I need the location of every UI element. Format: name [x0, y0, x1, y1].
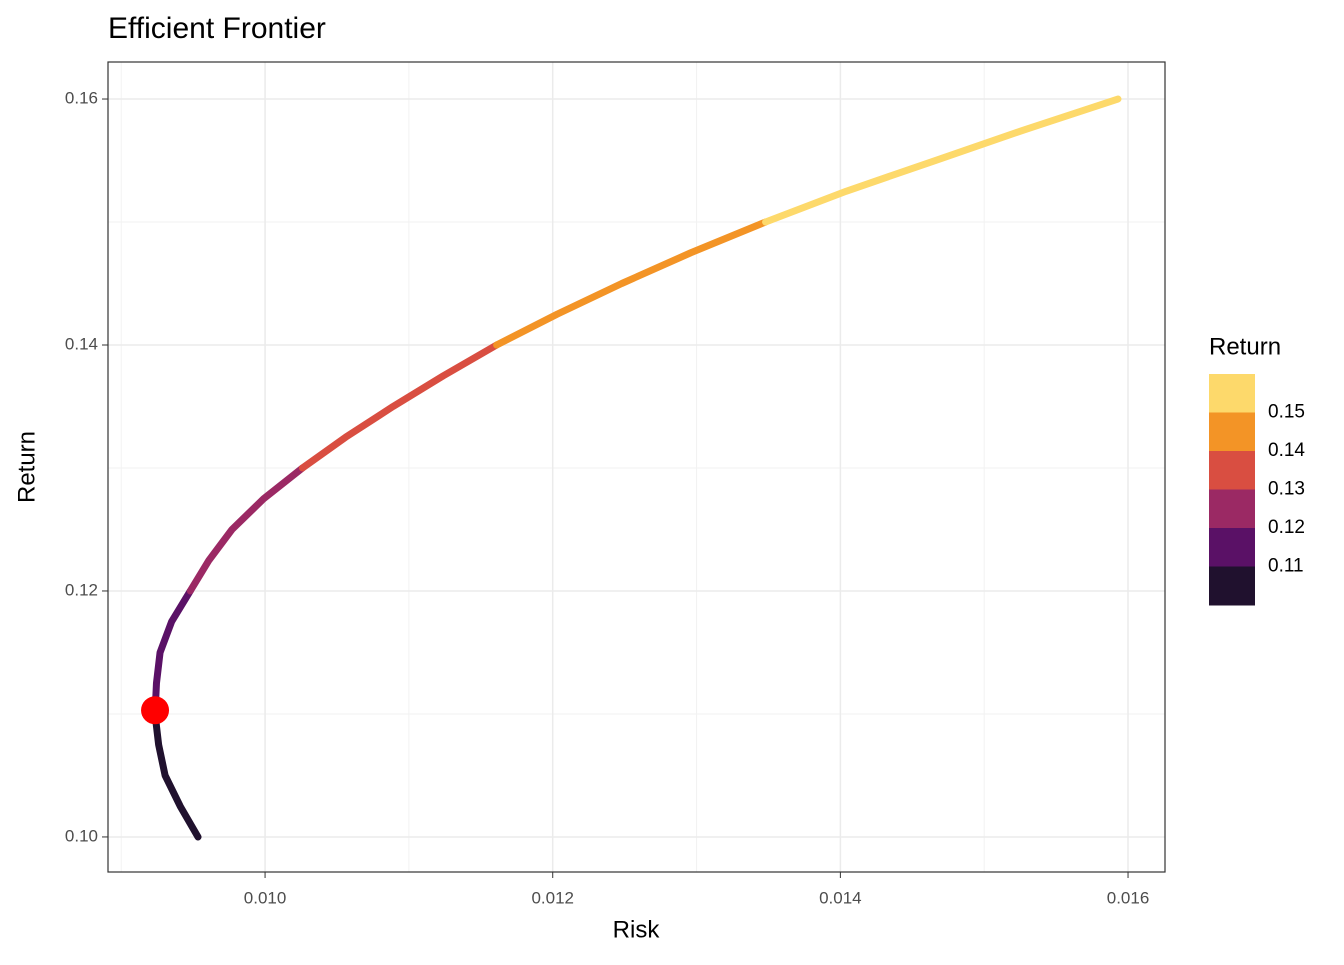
- frontier-line: [151, 587, 194, 718]
- y-tick-label: 0.10: [65, 826, 98, 845]
- min-variance-point: [141, 696, 170, 725]
- legend-label: 0.12: [1268, 517, 1305, 538]
- frontier-line: [151, 710, 202, 841]
- legend-key: [1209, 374, 1255, 413]
- y-tick-label: 0.16: [65, 89, 98, 108]
- y-axis-title: Return: [13, 431, 40, 503]
- x-tick-label: 0.014: [819, 888, 862, 907]
- y-tick-label: 0.14: [65, 334, 98, 353]
- plot-border: [107, 61, 1166, 873]
- legend-title: Return: [1209, 333, 1281, 360]
- frontier-line: [762, 95, 1122, 226]
- legend-label: 0.14: [1268, 440, 1305, 461]
- frontier-line: [298, 341, 501, 472]
- frontier-line: [493, 218, 770, 349]
- legend-key: [1209, 528, 1255, 567]
- legend-label: 0.15: [1268, 402, 1305, 423]
- legend-label: 0.13: [1268, 479, 1305, 500]
- legend-key: [1209, 489, 1255, 529]
- legend-key: [1209, 412, 1255, 452]
- y-tick-label: 0.12: [65, 580, 98, 599]
- legend-key: [1209, 451, 1255, 490]
- x-axis-title: Risk: [613, 916, 661, 943]
- legend-label: 0.11: [1268, 556, 1304, 577]
- legend-key: [1209, 566, 1255, 606]
- frontier-line: [186, 464, 306, 595]
- x-tick-label: 0.016: [1107, 888, 1150, 907]
- chart-title: Efficient Frontier: [108, 12, 326, 45]
- x-tick-label: 0.012: [531, 888, 574, 907]
- x-tick-label: 0.010: [244, 888, 287, 907]
